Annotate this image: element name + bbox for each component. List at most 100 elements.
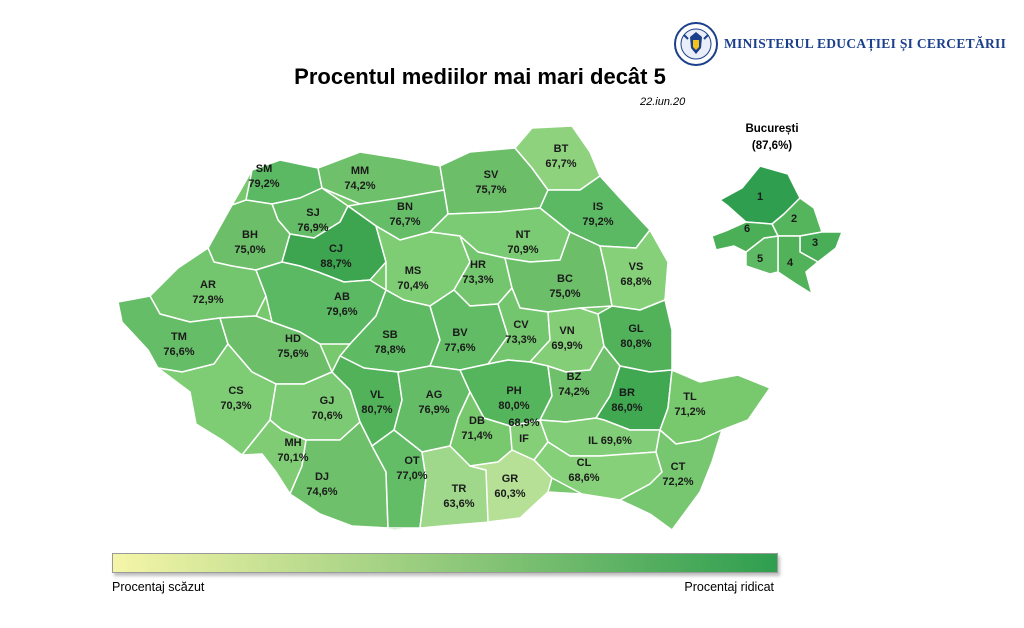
county-code: VL [370,389,384,401]
county-value: 75,0% [234,244,265,256]
county-code: GJ [320,395,335,407]
county-value: 79,6% [326,306,357,318]
county-code: SJ [306,207,319,219]
county-value: 68,6% [568,472,599,484]
county-value: 76,7% [389,216,420,228]
bucharest-sector-label-5: 5 [757,253,763,265]
county-label-SV: SV 75,7% [475,169,506,196]
county-code: CS [228,385,243,397]
county-label-CT: CT 72,2% [662,461,693,488]
county-CT[interactable] [619,429,723,531]
county-value: 75,7% [475,184,506,196]
county-label-BC: BC 75,0% [549,273,580,300]
county-value: 80,7% [361,404,392,416]
county-label-IL: IL 69,6% [588,435,632,447]
legend-gradient-bar [112,553,778,573]
county-value: 60,3% [494,488,525,500]
coat-of-arms-icon [674,22,718,66]
county-label-AR: AR 72,9% [192,279,223,306]
county-label-AG: AG 76,9% [418,389,449,416]
county-code: IS [593,201,603,213]
county-code: AB [334,291,350,303]
county-value: 88,7% [320,258,351,270]
county-label-VL: VL 80,7% [361,389,392,416]
county-value: 75,0% [549,288,580,300]
county-code: VN [559,325,574,337]
county-value: 75,6% [277,348,308,360]
county-value: 71,4% [461,430,492,442]
county-code: IF [519,433,529,445]
county-label-MM: MM 74,2% [344,165,375,192]
county-code: PH [506,385,521,397]
county-code: CL [577,457,592,469]
bucharest-sector-4[interactable] [777,235,819,295]
county-code: MS [405,265,422,277]
county-value: 70,4% [397,280,428,292]
county-label-CS: CS 70,3% [220,385,251,412]
county-value: 76,9% [418,404,449,416]
county-value: 63,6% [443,498,474,510]
bucharest-sector-label-2: 2 [791,213,797,225]
county-value: 70,3% [220,400,251,412]
county-value: 73,3% [462,274,493,286]
county-value: 67,7% [545,158,576,170]
county-value: 77,6% [444,342,475,354]
county-label-IF: 68,9% IF [508,417,539,445]
county-value: 79,2% [248,178,279,190]
county-code: CJ [329,243,343,255]
county-label-MH: MH 70,1% [277,437,308,464]
bucharest-sector-label-1: 1 [757,191,763,203]
county-code: BR [619,387,635,399]
county-label-BN: BN 76,7% [389,201,420,228]
county-label-VS: VS 68,8% [620,261,651,288]
county-label-TR: TR 63,6% [443,483,474,510]
county-value: 68,9% [508,417,539,429]
county-label-GR: GR 60,3% [494,473,525,500]
county-label-GJ: GJ 70,6% [311,395,342,422]
county-code: NT [516,229,531,241]
bucharest-sector-label-3: 3 [812,237,818,249]
county-value: 77,0% [396,470,427,482]
county-value: 70,9% [507,244,538,256]
county-value: 72,2% [662,476,693,488]
county-label-SM: SM 79,2% [248,163,279,190]
county-value: 80,8% [620,338,651,350]
county-value: 74,2% [558,386,589,398]
county-code: DB [469,415,485,427]
county-value: 71,2% [674,406,705,418]
county-value: 69,9% [551,340,582,352]
county-code: MH [284,437,301,449]
county-value: 79,2% [582,216,613,228]
county-value: 76,9% [297,222,328,234]
county-label-SB: SB 78,8% [374,329,405,356]
county-label-VN: VN 69,9% [551,325,582,352]
county-label-TM: TM 76,6% [163,331,194,358]
county-code: SV [484,169,499,181]
county-code: CT [671,461,686,473]
county-value: 70,6% [311,410,342,422]
county-label-IS: IS 79,2% [582,201,613,228]
county-label-DJ: DJ 74,6% [306,471,337,498]
county-code: CV [513,319,529,331]
county-GR[interactable] [469,449,553,523]
county-value: 70,1% [277,452,308,464]
county-code: GR [502,473,519,485]
county-label-BZ: BZ 74,2% [558,371,589,398]
county-label-HR: HR 73,3% [462,259,493,286]
county-label-MS: MS 70,4% [397,265,428,292]
county-code: AG [426,389,443,401]
county-value: 73,3% [505,334,536,346]
county-value: 68,8% [620,276,651,288]
county-label-PH: PH 80,0% [498,385,529,412]
county-code: BH [242,229,258,241]
county-code: HR [470,259,486,271]
county-label-SJ: SJ 76,9% [297,207,328,234]
county-code: BV [452,327,468,339]
bucharest-inset [711,165,843,295]
county-code: BT [554,143,569,155]
bucharest-sector-6[interactable] [711,221,779,253]
county-label-CL: CL 68,6% [568,457,599,484]
county-label-TL: TL 71,2% [674,391,705,418]
county-value: 74,2% [344,180,375,192]
